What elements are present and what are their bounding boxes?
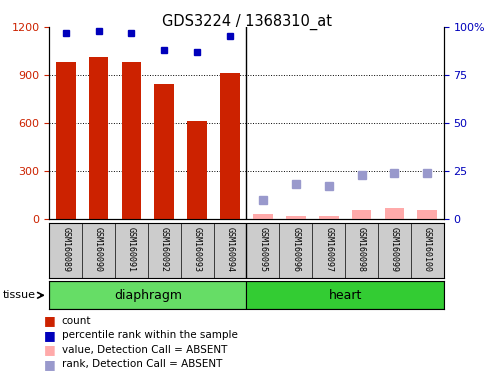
Text: GSM160090: GSM160090 — [94, 227, 103, 272]
Text: ■: ■ — [44, 343, 56, 356]
Text: diaphragm: diaphragm — [114, 289, 182, 302]
Text: GDS3224 / 1368310_at: GDS3224 / 1368310_at — [162, 13, 331, 30]
Bar — [49, 281, 247, 309]
Bar — [352, 210, 371, 219]
Text: GSM160093: GSM160093 — [193, 227, 202, 272]
Text: GSM160098: GSM160098 — [357, 227, 366, 272]
Text: GSM160099: GSM160099 — [390, 227, 399, 272]
Bar — [253, 214, 273, 219]
Text: ■: ■ — [44, 314, 56, 327]
Text: GSM160094: GSM160094 — [226, 227, 235, 272]
Text: GSM160096: GSM160096 — [291, 227, 300, 272]
Bar — [56, 62, 75, 219]
Bar — [220, 73, 240, 219]
Text: heart: heart — [328, 289, 362, 302]
Text: GSM160091: GSM160091 — [127, 227, 136, 272]
Text: value, Detection Call = ABSENT: value, Detection Call = ABSENT — [62, 345, 227, 355]
Bar — [89, 57, 108, 219]
Bar — [187, 121, 207, 219]
Text: count: count — [62, 316, 91, 326]
Text: rank, Detection Call = ABSENT: rank, Detection Call = ABSENT — [62, 359, 222, 369]
Bar — [286, 216, 306, 219]
Bar — [385, 209, 404, 219]
Text: ■: ■ — [44, 358, 56, 371]
Text: GSM160097: GSM160097 — [324, 227, 333, 272]
Bar — [122, 62, 141, 219]
Bar — [246, 281, 444, 309]
Text: GSM160100: GSM160100 — [423, 227, 432, 272]
Text: GSM160095: GSM160095 — [258, 227, 267, 272]
Text: percentile rank within the sample: percentile rank within the sample — [62, 330, 238, 340]
Text: ■: ■ — [44, 329, 56, 342]
Text: tissue: tissue — [2, 290, 35, 300]
Text: GSM160092: GSM160092 — [160, 227, 169, 272]
Bar — [154, 84, 174, 219]
Bar — [418, 210, 437, 219]
Text: GSM160089: GSM160089 — [61, 227, 70, 272]
Bar — [319, 216, 339, 219]
